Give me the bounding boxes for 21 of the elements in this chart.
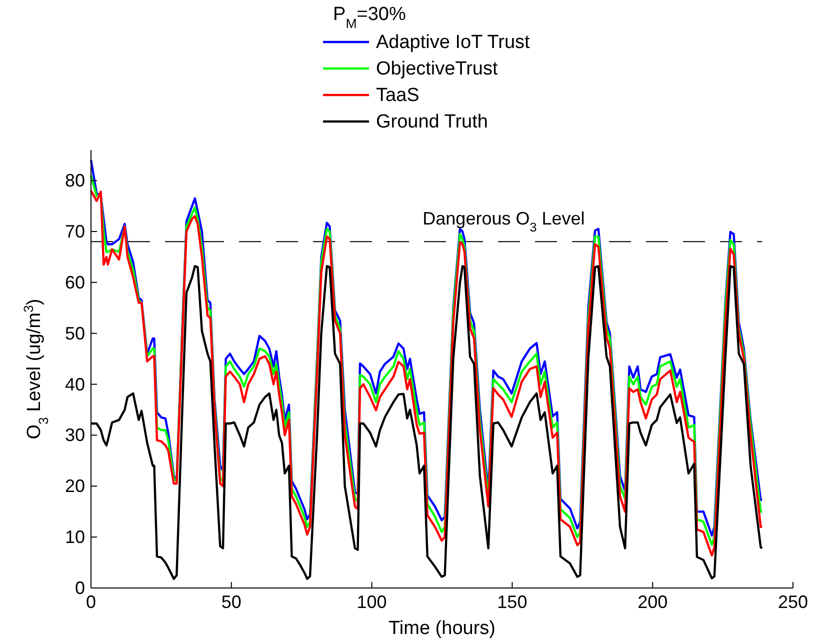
x-tick-label: 150 xyxy=(497,592,528,612)
legend-label: ObjectiveTrust xyxy=(376,58,498,80)
y-tick-label: 30 xyxy=(64,425,85,446)
x-tick-label: 100 xyxy=(356,592,387,612)
x-tick-label: 250 xyxy=(778,592,808,612)
y-tick-label: 10 xyxy=(64,527,85,548)
ref-line-label: Dangerous O$_{3}$ Level xyxy=(422,208,585,235)
legend-title: P$_{M}$=30% xyxy=(333,4,406,30)
legend-label: Adaptive IoT Trust xyxy=(376,32,531,53)
y-tick-label: 20 xyxy=(64,476,85,496)
y-tick-label: 40 xyxy=(64,374,85,394)
x-axis-title: Time (hours) xyxy=(388,618,496,639)
y-tick-label: 60 xyxy=(64,272,85,292)
y-tick-label: 50 xyxy=(64,323,85,344)
x-tick-label: 200 xyxy=(638,592,668,612)
y-tick-label: 0 xyxy=(74,578,85,598)
legend-label: TaaS xyxy=(376,85,420,106)
x-tick-label: 50 xyxy=(221,592,242,612)
legend-label: Ground Truth xyxy=(376,112,488,132)
y-tick-label: 70 xyxy=(64,221,85,242)
y-tick-label: 80 xyxy=(64,170,85,191)
